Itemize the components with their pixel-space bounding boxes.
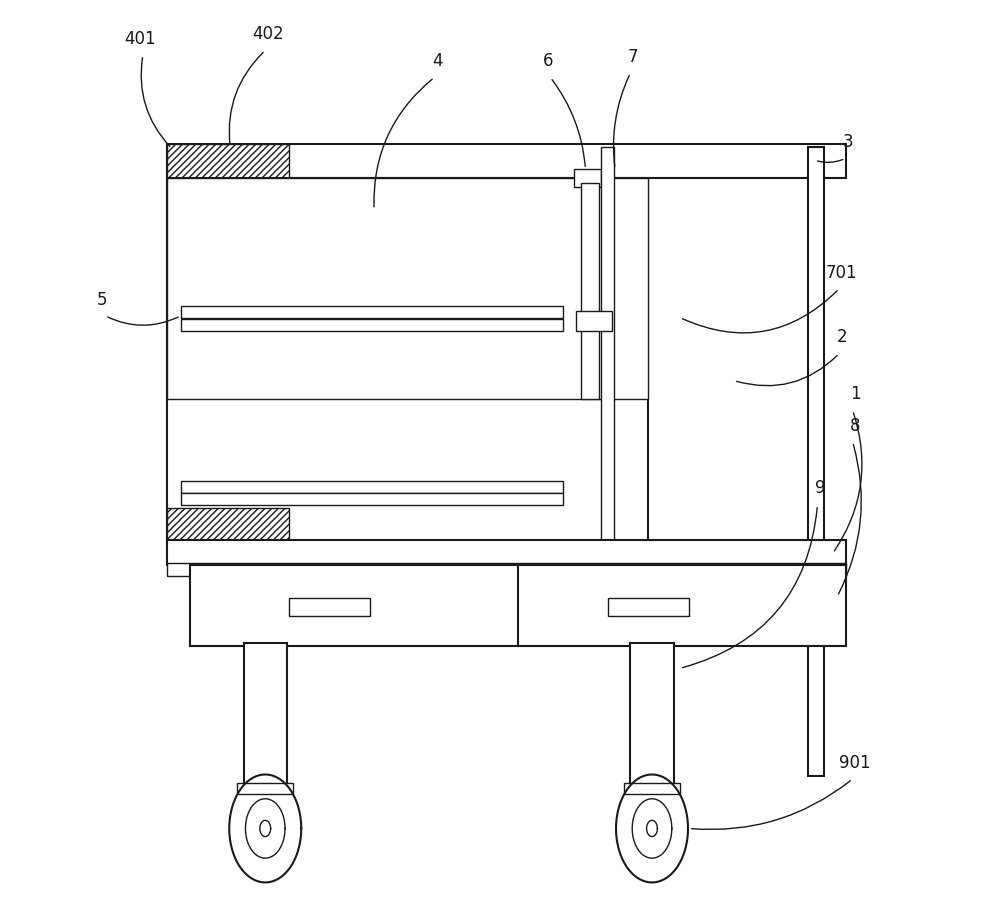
FancyArrowPatch shape	[737, 356, 837, 386]
Bar	[167, 144, 289, 178]
Text: 5: 5	[97, 291, 108, 309]
FancyArrowPatch shape	[692, 781, 850, 830]
FancyArrowPatch shape	[374, 80, 432, 207]
Bar	[167, 178, 648, 542]
FancyArrowPatch shape	[552, 80, 585, 167]
Text: 401: 401	[124, 30, 156, 48]
Bar	[237, 784, 293, 795]
FancyArrowPatch shape	[683, 508, 817, 668]
Bar	[624, 784, 680, 795]
Text: 7: 7	[628, 48, 638, 66]
Bar	[576, 311, 612, 331]
FancyArrowPatch shape	[834, 413, 862, 551]
Bar	[630, 643, 674, 786]
Text: 3: 3	[843, 133, 853, 151]
Text: 8: 8	[850, 416, 861, 434]
Text: 4: 4	[432, 52, 442, 71]
Bar	[181, 319, 563, 331]
Bar	[167, 144, 846, 178]
Text: 2: 2	[836, 329, 847, 347]
Bar	[167, 539, 846, 565]
Bar	[181, 306, 563, 318]
Bar	[601, 147, 614, 542]
FancyArrowPatch shape	[817, 159, 843, 162]
Bar	[181, 493, 563, 505]
Bar	[167, 178, 648, 398]
Bar	[190, 565, 846, 646]
FancyArrowPatch shape	[682, 291, 837, 333]
Bar	[167, 563, 846, 576]
FancyArrowPatch shape	[229, 52, 263, 144]
FancyArrowPatch shape	[108, 317, 178, 325]
Text: 1: 1	[850, 385, 861, 403]
Text: 901: 901	[839, 754, 871, 772]
FancyArrowPatch shape	[141, 58, 170, 147]
FancyArrowPatch shape	[614, 75, 629, 167]
Bar	[808, 147, 824, 776]
Text: 6: 6	[542, 52, 553, 71]
Bar	[289, 598, 370, 616]
Text: 402: 402	[252, 25, 284, 43]
Bar	[167, 509, 289, 542]
Bar	[608, 598, 689, 616]
Text: 9: 9	[815, 480, 825, 498]
Bar	[181, 481, 563, 493]
FancyArrowPatch shape	[839, 444, 861, 594]
Text: 701: 701	[826, 263, 858, 281]
Bar	[574, 169, 601, 187]
Bar	[244, 643, 287, 786]
Bar	[581, 183, 599, 398]
